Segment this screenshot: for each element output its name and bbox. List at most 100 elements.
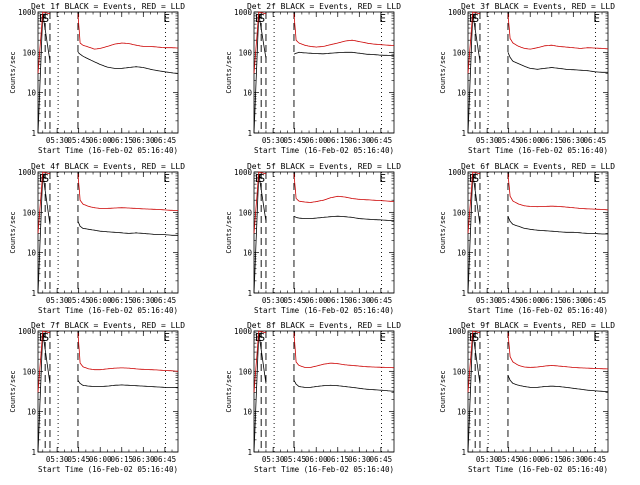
event-marker-label: S — [43, 12, 50, 25]
y-tick-label: 10 — [457, 408, 467, 417]
event-marker-label: E — [379, 172, 386, 185]
series-line-events — [37, 13, 179, 134]
y-tick-label: 100 — [452, 367, 466, 376]
chart-panel: Det 9f BLACK = Events, RED = LLD 1 10 100 10… — [439, 321, 615, 474]
event-marker-label: S — [473, 172, 480, 185]
series-line-lld — [37, 11, 178, 74]
x-tick-label: 06:45 — [584, 136, 607, 145]
y-tick-label: 1 — [31, 289, 36, 298]
event-marker-label: S — [43, 331, 50, 344]
y-tick-label: 1 — [31, 448, 36, 457]
y-tick-label: 1000 — [448, 8, 467, 17]
x-tick-label: 06:45 — [370, 455, 393, 464]
x-axis-label: Start Time (16-Feb-02 05:16:40) — [254, 146, 394, 155]
y-tick-label: 10 — [457, 89, 467, 98]
y-tick-label: 1 — [247, 129, 252, 138]
chart-title: Det 9f BLACK = Events, RED = LLD — [461, 321, 615, 330]
x-tick-label: 05:30 — [476, 296, 499, 305]
x-tick-label: 06:30 — [562, 136, 585, 145]
series-line-lld — [467, 11, 609, 74]
x-tick-label: 06:00 — [519, 455, 542, 464]
y-tick-label: 10 — [243, 408, 253, 417]
y-tick-label: 100 — [238, 48, 252, 57]
chart-title: Det 5f BLACK = Events, RED = LLD — [247, 162, 401, 171]
x-tick-label: 06:15 — [540, 296, 563, 305]
event-marker-label: E — [163, 172, 170, 185]
event-marker-label: S — [259, 331, 266, 344]
x-axis-label: Start Time (16-Feb-02 05:16:40) — [468, 306, 608, 315]
x-axis-label: Start Time (16-Feb-02 05:16:40) — [38, 306, 178, 315]
series-line-lld — [37, 171, 179, 234]
x-tick-label: 05:45 — [283, 455, 306, 464]
y-tick-label: 100 — [238, 208, 252, 217]
event-marker-label: S — [473, 12, 480, 25]
x-tick-label: 06:30 — [562, 455, 585, 464]
y-tick-label: 100 — [22, 208, 36, 217]
x-tick-label: 06:45 — [370, 296, 393, 305]
x-tick-label: 05:30 — [262, 296, 285, 305]
x-tick-label: 06:00 — [89, 455, 112, 464]
chart-title: Det 1f BLACK = Events, RED = LLD — [31, 2, 185, 11]
event-marker-label: S — [473, 331, 480, 344]
x-tick-label: 05:45 — [67, 455, 90, 464]
x-axis-label: Start Time (16-Feb-02 05:16:40) — [254, 306, 394, 315]
x-tick-label: 06:00 — [305, 296, 328, 305]
chart-panel: Det 7f BLACK = Events, RED = LLD 1 10 100 10… — [9, 321, 185, 474]
plot-frame — [467, 11, 609, 134]
chart-panel: Det 8f BLACK = Events, RED = LLD 1 10 100 10… — [225, 321, 401, 474]
y-tick-label: 1000 — [448, 168, 467, 177]
x-tick-label: 06:15 — [110, 136, 133, 145]
chart-panel: Det 4f BLACK = Events, RED = LLD 1 10 100 10… — [9, 162, 185, 315]
x-tick-label: 06:15 — [110, 455, 133, 464]
y-tick-label: 1 — [461, 289, 466, 298]
y-tick-label: 1 — [461, 129, 466, 138]
y-axis-label: Counts/sec — [9, 211, 17, 253]
y-tick-label: 1 — [247, 448, 252, 457]
y-tick-label: 100 — [452, 48, 466, 57]
series-line-lld — [467, 171, 609, 234]
x-tick-label: 06:15 — [326, 296, 349, 305]
x-tick-label: 05:45 — [497, 296, 520, 305]
event-marker-label: S — [259, 172, 266, 185]
y-tick-label: 10 — [243, 89, 253, 98]
plot-frame — [253, 171, 395, 294]
x-tick-label: 05:30 — [46, 455, 69, 464]
y-axis-label: Counts/sec — [225, 370, 233, 412]
x-tick-label: 06:45 — [154, 136, 177, 145]
x-tick-label: 06:15 — [326, 455, 349, 464]
x-tick-label: 05:30 — [476, 455, 499, 464]
chart-title: Det 6f BLACK = Events, RED = LLD — [461, 162, 615, 171]
x-tick-label: 05:45 — [67, 136, 90, 145]
chart-title: Det 4f BLACK = Events, RED = LLD — [31, 162, 185, 171]
x-tick-label: 06:45 — [154, 296, 177, 305]
y-axis-label: Counts/sec — [9, 370, 17, 412]
y-tick-label: 1000 — [18, 8, 37, 17]
series-line-events — [467, 13, 608, 134]
y-tick-label: 1000 — [18, 327, 37, 336]
y-axis-label: Counts/sec — [439, 51, 447, 93]
y-tick-label: 1 — [461, 448, 466, 457]
x-tick-label: 05:45 — [283, 136, 306, 145]
y-axis-label: Counts/sec — [225, 211, 233, 253]
event-marker-label: E — [593, 12, 600, 25]
plot-frame — [37, 330, 179, 453]
series-line-events — [253, 13, 395, 134]
y-tick-label: 10 — [243, 249, 253, 258]
x-tick-label: 05:30 — [262, 136, 285, 145]
y-tick-label: 1000 — [234, 168, 253, 177]
series-line-lld — [253, 171, 395, 234]
x-tick-label: 06:45 — [584, 296, 607, 305]
series-line-lld — [253, 11, 395, 74]
plot-frame — [253, 11, 395, 134]
y-tick-label: 100 — [452, 208, 466, 217]
x-tick-label: 06:00 — [519, 136, 542, 145]
series-line-lld — [467, 330, 608, 393]
x-tick-label: 06:00 — [519, 296, 542, 305]
x-tick-label: 05:45 — [67, 296, 90, 305]
x-tick-label: 06:15 — [540, 136, 563, 145]
x-tick-label: 06:45 — [584, 455, 607, 464]
y-tick-label: 100 — [22, 367, 36, 376]
plot-frame — [253, 330, 395, 453]
chart-title: Det 2f BLACK = Events, RED = LLD — [247, 2, 401, 11]
event-marker-label: E — [379, 12, 386, 25]
